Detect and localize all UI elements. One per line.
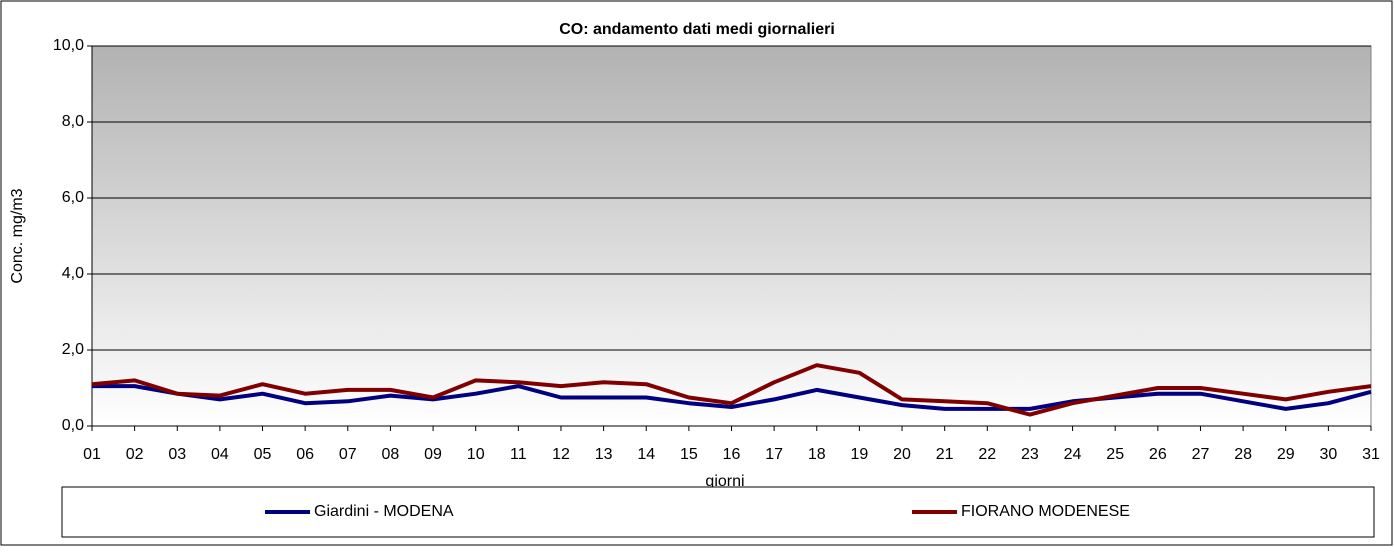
x-tick-label: 11 [510,446,527,463]
x-tick-label: 27 [1192,446,1210,463]
plot: 0,0 2,0 4,0 6,0 8,0 10,0 01 02 03 04 05 06 07 08 09 10 1… [53,37,1380,463]
x-axis-label: giorni [705,473,744,490]
chart-title: CO: andamento dati medi giornalieri [559,21,835,38]
x-tick-label: 15 [680,446,698,463]
x-tick-label: 10 [467,446,485,463]
y-tick-label: 4,0 [62,265,84,282]
x-tick-label: 06 [296,446,314,463]
x-tick-label: 18 [808,446,826,463]
x-tick-label: 21 [936,446,954,463]
x-tick-label: 13 [595,446,613,463]
x-tick-label: 09 [424,446,442,463]
x-tick-label: 05 [254,446,272,463]
x-tick-label: 03 [168,446,186,463]
legend [61,486,1375,538]
x-tick-label: 29 [1277,446,1295,463]
y-tick-label: 8,0 [62,113,84,130]
x-tick-label: 23 [1021,446,1039,463]
legend-items: Giardini - MODENA FIORANO MODENESE [265,503,1130,520]
y-tick-label: 2,0 [62,341,84,358]
series-line [91,363,1372,417]
x-tick-label: 31 [1362,446,1380,463]
series-line [92,384,1372,411]
x-tick-label: 25 [1106,446,1124,463]
x-tick-label: 19 [851,446,869,463]
x-tick-label: 26 [1149,446,1167,463]
y-tick-label: 6,0 [62,189,84,206]
x-tick-label: 02 [126,446,144,463]
x-tick-label: 28 [1234,446,1252,463]
legend-label: FIORANO MODENESE [961,503,1130,520]
x-tick-label: 08 [382,446,400,463]
y-tick-label: 0,0 [62,417,84,434]
x-tick-label: 04 [211,446,229,463]
x-tick-label: 22 [978,446,996,463]
x-tick-label: 30 [1319,446,1337,463]
x-tick-label: 20 [893,446,911,463]
plot-area [91,45,1372,427]
x-tick-label: 24 [1064,446,1082,463]
x-tick-label: 07 [339,446,357,463]
y-axis-label: Conc. mg/m3 [9,188,26,283]
legend-label: Giardini - MODENA [314,503,454,520]
y-tick-label: 10,0 [53,37,84,54]
x-tick-label: 12 [552,446,570,463]
x-tick-label: 14 [637,446,655,463]
x-tick-label: 16 [723,446,741,463]
x-tick-label: 17 [765,446,783,463]
x-tick-label: 01 [83,446,101,463]
